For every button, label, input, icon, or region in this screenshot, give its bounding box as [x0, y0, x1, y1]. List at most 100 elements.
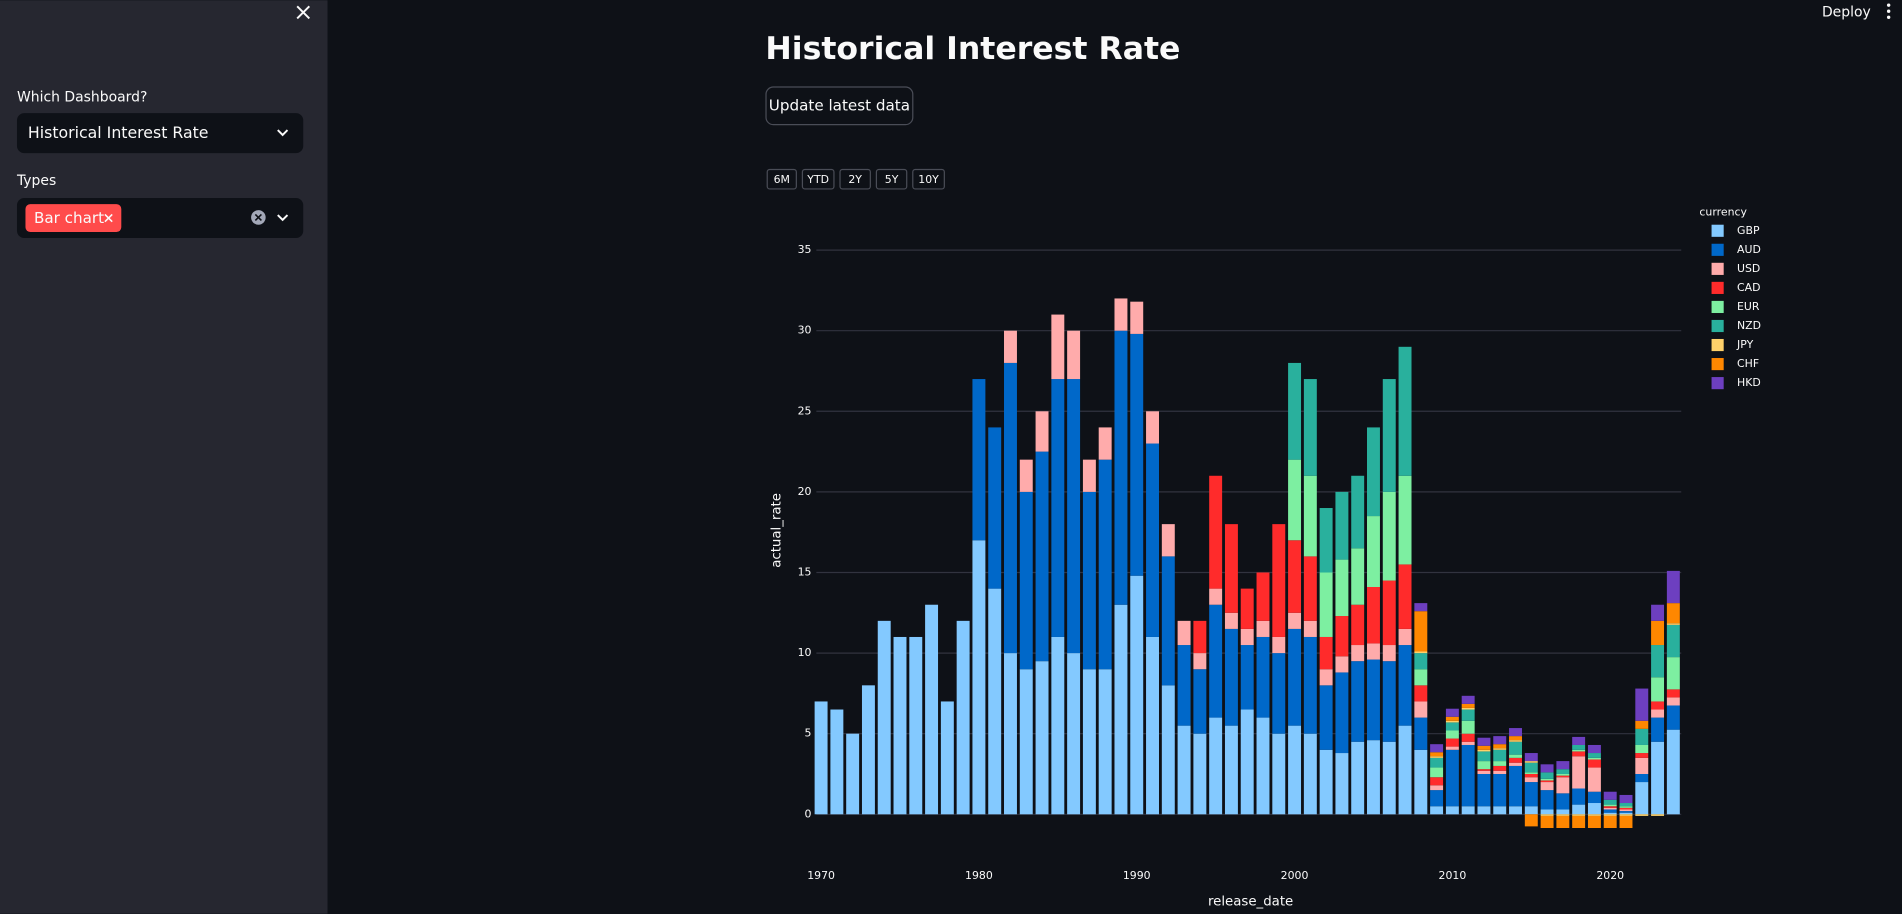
dashboard-select[interactable] — [16, 113, 304, 154]
bar — [1130, 301, 1144, 334]
deploy-button[interactable]: Deploy — [1822, 4, 1871, 20]
bar — [1445, 738, 1459, 747]
bar — [1666, 657, 1680, 690]
legend-swatch[interactable] — [1711, 262, 1724, 275]
bar — [1114, 330, 1128, 605]
bar — [1319, 669, 1333, 686]
bar — [1240, 645, 1254, 710]
bar — [1572, 788, 1586, 805]
bar — [1335, 616, 1349, 657]
bar — [1619, 812, 1633, 815]
bar — [1414, 685, 1428, 702]
bar — [1524, 814, 1538, 827]
bar — [940, 701, 954, 815]
range-button[interactable] — [875, 168, 908, 190]
range-button[interactable] — [912, 168, 945, 190]
legend-swatch[interactable] — [1711, 300, 1724, 314]
bar — [1461, 709, 1475, 721]
bar — [1272, 653, 1286, 734]
tag-remove[interactable] — [104, 213, 113, 223]
bar — [1319, 508, 1333, 573]
bar — [1493, 748, 1507, 750]
bar — [1445, 708, 1459, 717]
bar — [1240, 588, 1254, 629]
bar — [1635, 757, 1649, 774]
bar — [1619, 807, 1633, 810]
bar — [1556, 775, 1570, 778]
bar — [1288, 612, 1302, 629]
close-sidebar[interactable] — [296, 5, 311, 20]
bar — [1493, 761, 1507, 766]
bar — [1367, 643, 1380, 660]
type-tag[interactable] — [25, 204, 122, 232]
legend-swatch[interactable] — [1711, 338, 1724, 352]
legend-swatch[interactable] — [1711, 377, 1724, 390]
range-button[interactable] — [839, 168, 871, 190]
bar — [1051, 314, 1065, 380]
main-menu[interactable] — [1886, 3, 1891, 19]
bar — [1524, 773, 1538, 778]
bar — [988, 427, 1002, 589]
bar — [1572, 814, 1586, 816]
legend-swatch[interactable] — [1711, 358, 1724, 371]
bar — [1098, 459, 1112, 670]
bar — [1587, 814, 1601, 816]
range-button[interactable] — [801, 168, 835, 190]
bar — [909, 636, 923, 815]
bar — [1635, 688, 1649, 721]
legend-title: currency — [1699, 206, 1747, 219]
legend-swatch[interactable] — [1711, 281, 1724, 294]
x-tick-label: 1970 — [807, 869, 835, 882]
x-tick-label: 2000 — [1281, 869, 1309, 882]
update-button[interactable] — [765, 86, 914, 126]
legend-swatch[interactable] — [1711, 243, 1724, 256]
legend-swatch[interactable] — [1711, 319, 1724, 333]
bar — [877, 620, 891, 815]
legend-label: USD — [1737, 262, 1760, 275]
y-tick-label: 0 — [805, 807, 812, 820]
bar — [1540, 790, 1554, 810]
types-label: Types — [16, 173, 56, 189]
bar — [1666, 705, 1680, 730]
bar — [1351, 604, 1365, 646]
bar — [1414, 669, 1428, 686]
range-button[interactable] — [766, 168, 797, 190]
bar — [1414, 651, 1428, 654]
bar — [1414, 717, 1428, 750]
bar — [1209, 717, 1223, 815]
bar — [1540, 815, 1554, 828]
bar — [1303, 636, 1317, 734]
bar — [925, 604, 939, 815]
range-button-label: 5Y — [885, 173, 899, 186]
legend-swatch[interactable] — [1711, 224, 1724, 237]
bar — [1067, 653, 1081, 815]
bar — [1524, 762, 1538, 773]
bar — [1224, 725, 1238, 815]
bar — [1509, 728, 1522, 737]
bar — [1635, 782, 1649, 815]
bar — [1335, 672, 1349, 754]
bar — [1098, 427, 1112, 460]
bar — [1082, 491, 1096, 670]
bar — [1445, 806, 1459, 815]
bar — [1509, 754, 1522, 758]
bar — [1430, 767, 1444, 778]
bar — [1146, 636, 1159, 815]
bar — [1288, 540, 1302, 613]
clear-all[interactable] — [251, 210, 266, 225]
bar — [972, 540, 986, 815]
y-axis-title: actual_rate — [769, 493, 784, 568]
legend-label: CHF — [1737, 357, 1759, 370]
bar — [1477, 769, 1491, 771]
bar — [1461, 707, 1475, 710]
bar — [1224, 524, 1238, 613]
x-tick-label: 1990 — [1123, 869, 1151, 882]
bar — [1603, 807, 1617, 810]
bar — [1556, 815, 1570, 828]
bar — [1114, 604, 1128, 815]
bar — [1619, 811, 1633, 813]
bar — [1524, 761, 1538, 763]
bar — [1524, 777, 1538, 783]
bar — [1477, 737, 1491, 746]
bar — [1035, 451, 1049, 662]
